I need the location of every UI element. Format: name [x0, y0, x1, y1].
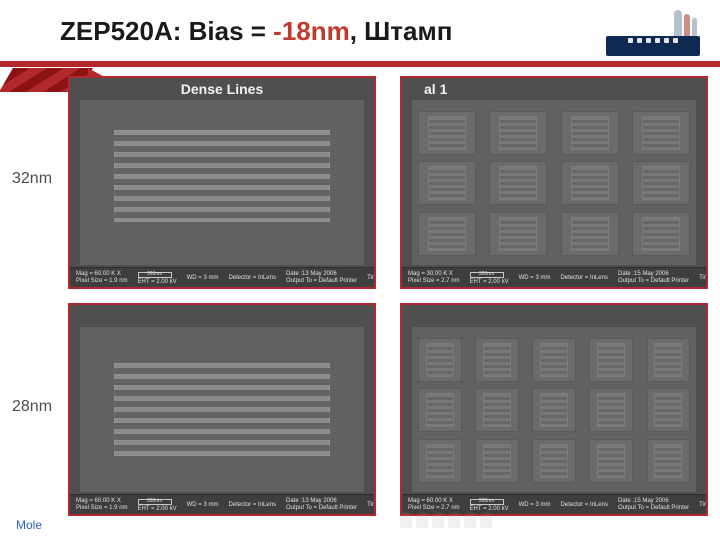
detector-label: Detector = InLens: [228, 502, 276, 508]
output-label: Output To = Default Printer: [286, 278, 357, 284]
row-label-top: 32nm: [12, 170, 52, 188]
mag-label: Mag = 60.00 K X: [76, 271, 128, 277]
output-label: Output To = Default Printer: [618, 278, 689, 284]
scalebar: 300nm: [138, 272, 172, 278]
sem-image-tr: [412, 100, 696, 265]
metal-pattern: [418, 333, 690, 486]
wd-label: WD = 3 mm: [187, 502, 219, 508]
logo-badge: [606, 36, 700, 56]
date-label: Date :15 May 2006: [618, 271, 689, 277]
sem-footer-br: Mag = 60.00 K X Pixel Size = 2.7 nm 200n…: [402, 494, 706, 514]
footer-logo-ghost-icon: [400, 512, 520, 530]
wd-label: WD = 3 mm: [519, 275, 551, 281]
cell-bottom-right: Mag = 60.00 K X Pixel Size = 2.7 nm 200n…: [400, 303, 708, 516]
sem-footer-tr: Mag = 30.00 K X Pixel Size = 2.7 nm 300n…: [402, 267, 706, 287]
eht-label: EHT = 2.00 kV: [138, 279, 177, 285]
slide-title: ZEP520A: Bias = -18nm, Штамп: [60, 16, 452, 47]
eht-label: EHT = 2.00 kV: [470, 279, 509, 285]
time-label: Time :14:36:27: [699, 275, 706, 281]
time-label: Time :14:34:36: [699, 502, 706, 508]
bias-unit: nm: [311, 16, 350, 46]
title-suffix: , Штамп: [350, 16, 453, 46]
wd-label: WD = 3 mm: [519, 502, 551, 508]
sem-image-br: [412, 327, 696, 492]
sem-image-bl: [80, 327, 364, 492]
row-label-bottom: 28nm: [12, 398, 52, 416]
pixel-label: Pixel Size = 1.9 nm: [76, 505, 128, 511]
cell-bottom-left: Mag = 60.00 K X Pixel Size = 1.9 nm 300n…: [68, 303, 376, 516]
detector-label: Detector = InLens: [560, 275, 608, 281]
output-label: Output To = Default Printer: [618, 505, 689, 511]
detector-label: Detector = InLens: [560, 502, 608, 508]
metal-pattern: [418, 106, 690, 259]
wd-label: WD = 3 mm: [187, 275, 219, 281]
dense-lines-pattern: [114, 130, 330, 222]
pixel-label: Pixel Size = 1.9 nm: [76, 278, 128, 284]
pixel-label: Pixel Size = 2.7 nm: [408, 278, 460, 284]
sem-image-tl: [80, 100, 364, 265]
mag-label: Mag = 60.00 K X: [76, 498, 128, 504]
red-divider: [0, 61, 720, 67]
slide-root: ZEP520A: Bias = -18nm, Штамп 32nm 28nm D…: [0, 0, 720, 540]
dense-lines-pattern: [114, 363, 330, 455]
date-label: Date :13 May 2006: [286, 498, 357, 504]
eht-label: EHT = 2.00 kV: [138, 506, 177, 512]
bias-value: -18: [273, 16, 311, 46]
pixel-label: Pixel Size = 2.7 nm: [408, 505, 460, 511]
sem-footer-tl: Mag = 60.00 K X Pixel Size = 1.9 nm 300n…: [70, 267, 374, 287]
scalebar: 200nm: [470, 499, 504, 505]
time-label: Time :16:34:18: [367, 502, 374, 508]
output-label: Output To = Default Printer: [286, 505, 357, 511]
column-header-left: Dense Lines: [173, 78, 271, 100]
column-header-right: al 1: [416, 78, 455, 100]
title-prefix: ZEP520A: Bias =: [60, 16, 273, 46]
mag-label: Mag = 60.00 K X: [408, 498, 460, 504]
eht-label: EHT = 2.00 kV: [470, 506, 509, 512]
sem-footer-bl: Mag = 60.00 K X Pixel Size = 1.9 nm 300n…: [70, 494, 374, 514]
mag-label: Mag = 30.00 K X: [408, 271, 460, 277]
lab-logo: [606, 6, 700, 56]
scalebar: 300nm: [470, 272, 504, 278]
time-label: Time :16:36:43: [367, 275, 374, 281]
cell-top-left: Dense Lines Mag = 60.00 K X Pixel Size =…: [68, 76, 376, 289]
detector-label: Detector = InLens: [228, 275, 276, 281]
image-grid: Dense Lines Mag = 60.00 K X Pixel Size =…: [68, 76, 708, 516]
date-label: Date :13 May 2006: [286, 271, 357, 277]
footer-left-text: Mole: [16, 518, 42, 532]
scalebar: 300nm: [138, 499, 172, 505]
date-label: Date :15 May 2006: [618, 498, 689, 504]
cell-top-right: al 1 Mag = 30.00 K X Pixel Size = 2.7 nm…: [400, 76, 708, 289]
